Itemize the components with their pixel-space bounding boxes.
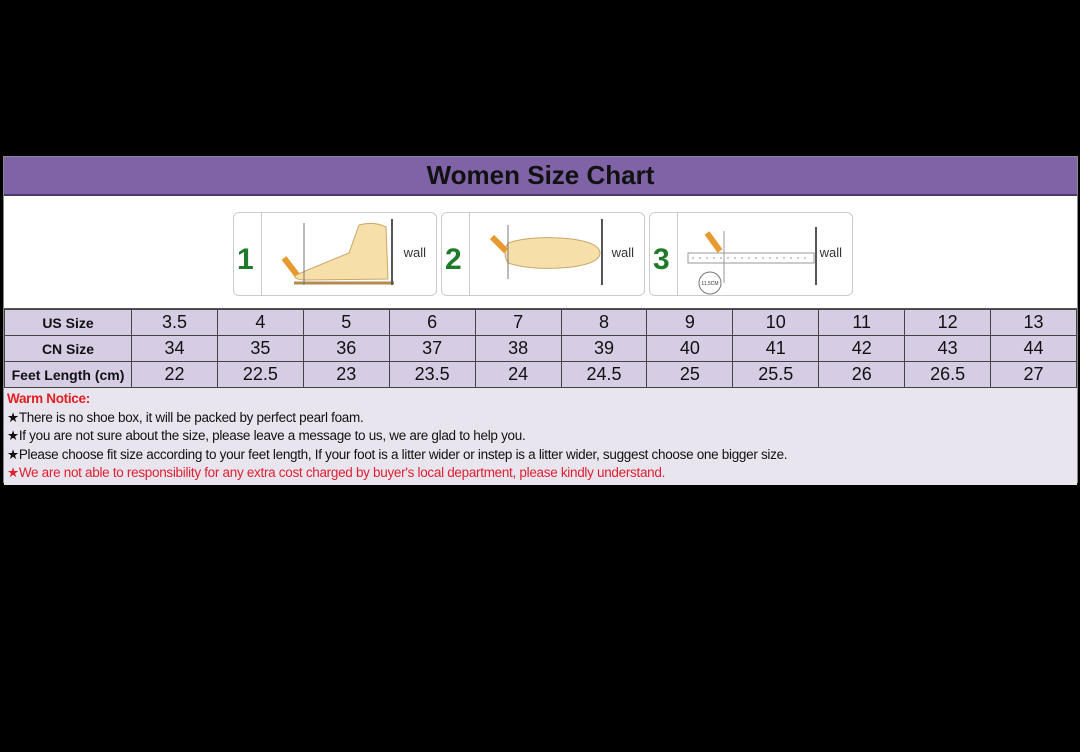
table-cell: 13 xyxy=(990,309,1077,336)
foot-top-icon xyxy=(489,219,603,285)
warm-notice: Warm Notice: ★There is no shoe box, it w… xyxy=(4,388,1077,485)
table-cell: 42 xyxy=(818,335,906,362)
table-cell: 24 xyxy=(474,361,562,388)
table-cell: 10 xyxy=(732,309,820,336)
table-cell: 26 xyxy=(818,361,906,388)
table-cell: 12 xyxy=(904,309,992,336)
table-cell: 34 xyxy=(131,335,218,362)
notice-item: ★If you are not sure about the size, ple… xyxy=(7,427,1074,446)
notice-item: ★Please choose fit size according to you… xyxy=(7,446,1074,465)
table-cell: 22 xyxy=(131,361,218,388)
table-cell: 8 xyxy=(560,309,648,336)
table-cell: 43 xyxy=(904,335,992,362)
notice-item: ★There is no shoe box, it will be packed… xyxy=(7,409,1074,428)
table-row: US Size 3.5 4 5 6 7 8 9 10 11 12 13 xyxy=(4,309,1077,336)
table-cell: 37 xyxy=(388,335,476,362)
table-cell: 26.5 xyxy=(904,361,992,388)
table-cell: 4 xyxy=(216,309,304,336)
size-table: US Size 3.5 4 5 6 7 8 9 10 11 12 13 CN Size 34 35 36 37 3… xyxy=(4,309,1077,388)
wall-label: wall xyxy=(403,245,426,260)
notice-title: Warm Notice: xyxy=(7,391,90,406)
table-cell: 5 xyxy=(302,309,390,336)
table-cell: 27 xyxy=(990,361,1077,388)
notice-text: If you are not sure about the size, plea… xyxy=(18,428,526,444)
wall-label: wall xyxy=(611,245,634,260)
table-cell: 44 xyxy=(990,335,1077,362)
table-cell: 36 xyxy=(302,335,390,362)
table-cell: 9 xyxy=(646,309,734,336)
row-header: Feet Length (cm) xyxy=(4,361,132,388)
table-cell: 35 xyxy=(216,335,304,362)
table-cell: 11 xyxy=(818,309,906,336)
notice-item: ★We are not able to responsibility for a… xyxy=(7,464,1074,483)
measure-label: 11.5CM xyxy=(701,281,718,287)
table-row: CN Size 34 35 36 37 38 39 40 41 42 43 44 xyxy=(4,335,1077,362)
step-2-illustration: 2 wall xyxy=(441,212,645,296)
ruler-icon: 11.5CM xyxy=(687,227,817,295)
star-icon: ★ xyxy=(7,465,19,481)
table-cell: 25.5 xyxy=(732,361,820,388)
star-icon: ★ xyxy=(7,446,19,462)
table-cell: 24.5 xyxy=(560,361,648,388)
star-icon: ★ xyxy=(7,409,19,425)
table-cell: 6 xyxy=(388,309,476,336)
table-row: Feet Length (cm) 22 22.5 23 23.5 24 24.5 25 25.5… xyxy=(4,361,1077,388)
step-number: 1 xyxy=(237,243,254,276)
table-cell: 39 xyxy=(560,335,648,362)
table-cell: 22.5 xyxy=(216,361,304,388)
notice-text: We are not able to responsibility for an… xyxy=(18,465,666,481)
table-cell: 41 xyxy=(732,335,820,362)
notice-text: There is no shoe box, it will be packed … xyxy=(18,409,364,425)
table-cell: 25 xyxy=(646,361,734,388)
table-cell: 3.5 xyxy=(131,309,218,336)
table-cell: 7 xyxy=(474,309,562,336)
size-chart: Women Size Chart 1 wall 2 wall xyxy=(3,156,1078,485)
step-number: 3 xyxy=(653,243,670,276)
foot-side-icon xyxy=(281,219,394,285)
table-cell: 23 xyxy=(302,361,390,388)
step-3-illustration: 3 11.5CM wall xyxy=(649,212,853,296)
row-header: US Size xyxy=(4,309,132,336)
measuring-steps: 1 wall 2 wall 3 xyxy=(4,196,1077,309)
notice-text: Please choose fit size according to your… xyxy=(18,446,788,462)
wall-label: wall xyxy=(819,245,842,260)
row-header: CN Size xyxy=(4,335,132,362)
table-cell: 40 xyxy=(646,335,734,362)
chart-title: Women Size Chart xyxy=(4,157,1077,196)
star-icon: ★ xyxy=(7,428,19,444)
table-cell: 23.5 xyxy=(388,361,476,388)
table-cell: 38 xyxy=(474,335,562,362)
step-1-illustration: 1 wall xyxy=(233,212,437,296)
step-number: 2 xyxy=(445,243,462,276)
